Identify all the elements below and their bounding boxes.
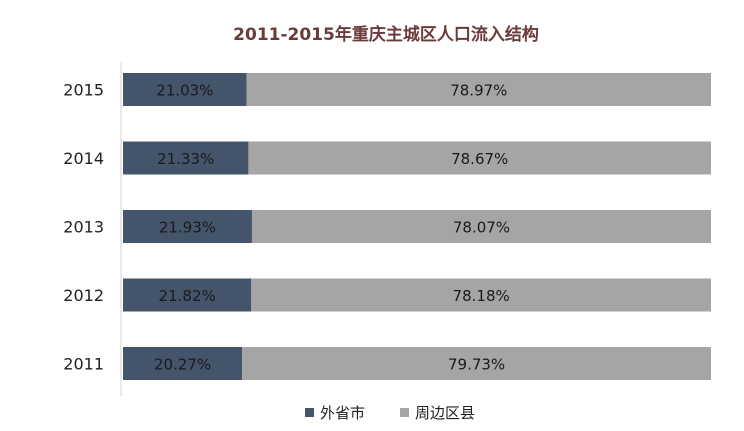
- bar-segment: [123, 73, 247, 106]
- bar-segment: [248, 141, 711, 175]
- data-label: 79.73%: [448, 356, 505, 374]
- legend-swatch: [400, 408, 409, 417]
- data-label: 21.82%: [159, 287, 216, 305]
- bar-segment: [246, 73, 711, 106]
- bars: 2015 21.03% 78.97% 2014 21.33% 78.67% 2013 21.9…: [63, 73, 711, 380]
- legend-label: 周边区县: [415, 404, 475, 422]
- bar-segment: [123, 210, 252, 243]
- bar-segment: [242, 347, 711, 380]
- data-label: 21.93%: [159, 219, 216, 237]
- category-tick-label: 2011: [63, 355, 104, 374]
- category-tick-label: 2015: [63, 81, 104, 100]
- data-label: 78.18%: [453, 287, 510, 305]
- data-label: 78.67%: [451, 150, 508, 168]
- bar-segment: [123, 278, 252, 312]
- data-label: 21.33%: [157, 150, 214, 168]
- bar-segment: [123, 347, 243, 380]
- legend: 外省市 周边区县: [305, 404, 475, 422]
- category-tick-label: 2014: [63, 149, 104, 168]
- legend-label: 外省市: [320, 404, 365, 422]
- bar-segment: [251, 210, 711, 243]
- data-label: 20.27%: [154, 356, 211, 374]
- legend-swatch: [305, 408, 314, 417]
- bar-segment: [123, 141, 249, 175]
- category-tick-label: 2013: [63, 218, 104, 237]
- data-label: 78.07%: [453, 219, 510, 237]
- data-label: 78.97%: [450, 82, 507, 100]
- chart-title: 2011-2015年重庆主城区人口流入结构: [233, 24, 539, 45]
- bar-segment: [251, 278, 711, 312]
- category-tick-label: 2012: [63, 286, 104, 305]
- data-label: 21.03%: [156, 82, 213, 100]
